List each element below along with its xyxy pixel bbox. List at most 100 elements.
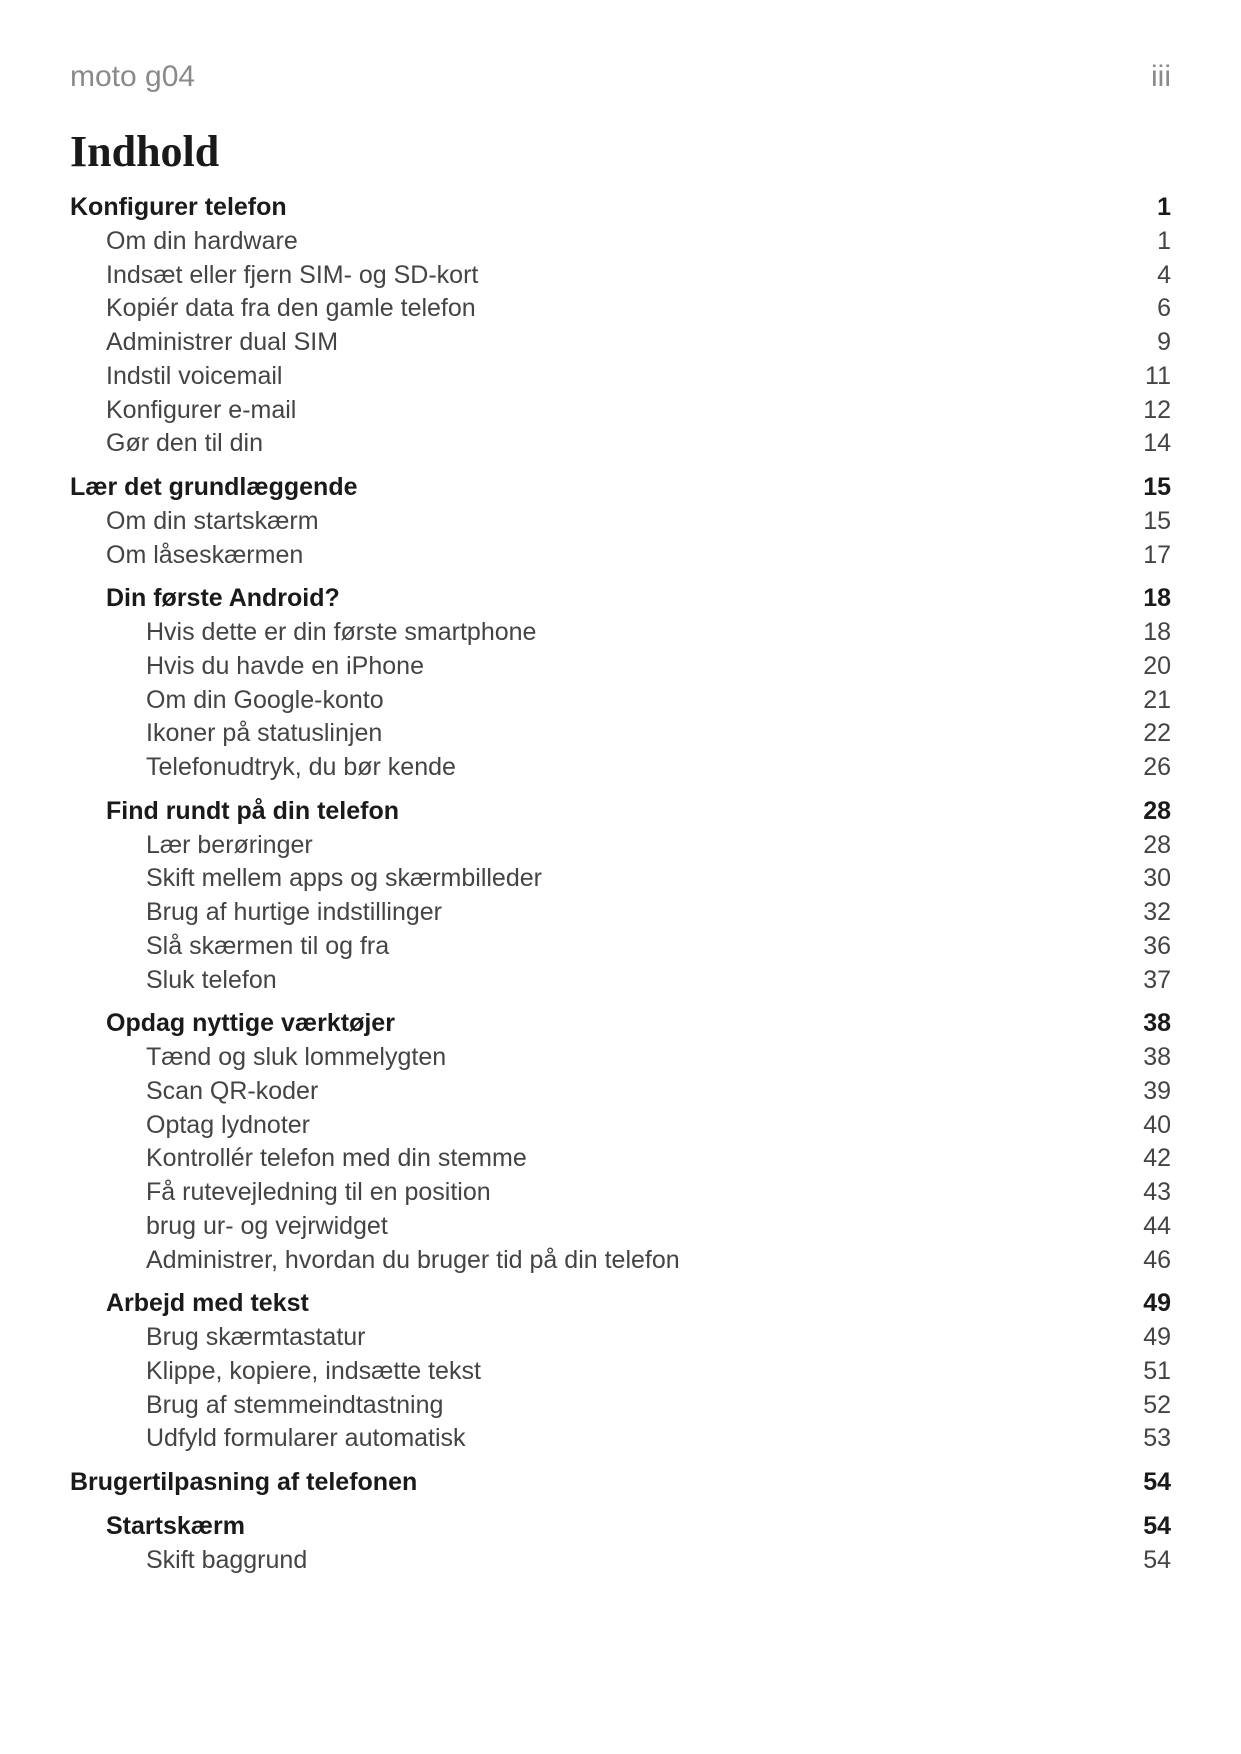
toc-entry[interactable]: Lær det grundlæggende15	[70, 471, 1171, 505]
toc-page: 44	[1123, 1210, 1171, 1244]
toc-page: 18	[1123, 582, 1171, 616]
toc-entry[interactable]: Brug af hurtige indstillinger32	[70, 896, 1171, 930]
toc-entry[interactable]: Brug af stemmeindtastning52	[70, 1389, 1171, 1423]
toc-label: Lær det grundlæggende	[70, 471, 1123, 505]
toc-page: 54	[1123, 1544, 1171, 1578]
toc-page: 15	[1123, 505, 1171, 539]
toc-page: 15	[1123, 471, 1171, 505]
toc-page: 1	[1137, 191, 1171, 225]
toc-label: Gør den til din	[106, 427, 1123, 461]
toc-label: Slå skærmen til og fra	[146, 930, 1123, 964]
toc-page: 52	[1123, 1389, 1171, 1423]
toc-page: 38	[1123, 1007, 1171, 1041]
toc-label: Opdag nyttige værktøjer	[106, 1007, 1123, 1041]
toc-page: 43	[1123, 1176, 1171, 1210]
toc-entry[interactable]: Administrer, hvordan du bruger tid på di…	[70, 1244, 1171, 1278]
toc-entry[interactable]: Slå skærmen til og fra36	[70, 930, 1171, 964]
toc-entry[interactable]: Konfigurer e-mail12	[70, 394, 1171, 428]
toc-label: Brug af hurtige indstillinger	[146, 896, 1123, 930]
toc-page: 18	[1123, 616, 1171, 650]
toc-entry[interactable]: brug ur- og vejrwidget44	[70, 1210, 1171, 1244]
toc-page: 11	[1125, 360, 1171, 394]
toc-label: Arbejd med tekst	[106, 1287, 1123, 1321]
toc-entry[interactable]: Tænd og sluk lommelygten38	[70, 1041, 1171, 1075]
toc-page: 21	[1123, 684, 1171, 718]
device-name: moto g04	[70, 60, 195, 94]
toc-label: brug ur- og vejrwidget	[146, 1210, 1123, 1244]
toc-label: Konfigurer telefon	[70, 191, 1137, 225]
toc-label: Indstil voicemail	[106, 360, 1125, 394]
toc-page: 49	[1123, 1287, 1171, 1321]
toc-page: 22	[1123, 717, 1171, 751]
toc-label: Udfyld formularer automatisk	[146, 1422, 1123, 1456]
page-header: moto g04 iii	[70, 60, 1171, 94]
toc-entry[interactable]: Brugertilpasning af telefonen54	[70, 1466, 1171, 1500]
toc-entry[interactable]: Hvis du havde en iPhone20	[70, 650, 1171, 684]
toc-entry[interactable]: Lær berøringer28	[70, 829, 1171, 863]
toc-entry[interactable]: Scan QR-koder39	[70, 1075, 1171, 1109]
page-numeral: iii	[1151, 60, 1171, 94]
toc-entry[interactable]: Kopiér data fra den gamle telefon6	[70, 292, 1171, 326]
page-title: Indhold	[70, 126, 1171, 177]
toc-entry[interactable]: Om din hardware1	[70, 225, 1171, 259]
toc-label: Telefonudtryk, du bør kende	[146, 751, 1123, 785]
toc-page: 17	[1123, 539, 1171, 573]
toc-page: 42	[1123, 1142, 1171, 1176]
toc-entry[interactable]: Indstil voicemail11	[70, 360, 1171, 394]
toc-label: Skift mellem apps og skærmbilleder	[146, 862, 1123, 896]
toc-entry[interactable]: Startskærm54	[70, 1510, 1171, 1544]
toc-page: 36	[1123, 930, 1171, 964]
toc-label: Få rutevejledning til en position	[146, 1176, 1123, 1210]
toc-label: Om din startskærm	[106, 505, 1123, 539]
toc-entry[interactable]: Hvis dette er din første smartphone18	[70, 616, 1171, 650]
toc-entry[interactable]: Optag lydnoter40	[70, 1109, 1171, 1143]
toc-entry[interactable]: Gør den til din14	[70, 427, 1171, 461]
toc-label: Find rundt på din telefon	[106, 795, 1123, 829]
toc-entry[interactable]: Om låseskærmen17	[70, 539, 1171, 573]
toc-entry[interactable]: Find rundt på din telefon28	[70, 795, 1171, 829]
toc-entry[interactable]: Brug skærmtastatur49	[70, 1321, 1171, 1355]
toc-entry[interactable]: Skift baggrund54	[70, 1544, 1171, 1578]
toc-entry[interactable]: Ikoner på statuslinjen22	[70, 717, 1171, 751]
toc-page: 26	[1123, 751, 1171, 785]
toc-entry[interactable]: Konfigurer telefon1	[70, 191, 1171, 225]
toc-label: Klippe, kopiere, indsætte tekst	[146, 1355, 1123, 1389]
toc-entry[interactable]: Administrer dual SIM9	[70, 326, 1171, 360]
toc-entry[interactable]: Din første Android?18	[70, 582, 1171, 616]
toc-label: Scan QR-koder	[146, 1075, 1123, 1109]
toc-entry[interactable]: Telefonudtryk, du bør kende26	[70, 751, 1171, 785]
toc-page: 37	[1123, 964, 1171, 998]
toc-label: Optag lydnoter	[146, 1109, 1123, 1143]
table-of-contents: Konfigurer telefon1Om din hardware1Indsæ…	[70, 191, 1171, 1577]
toc-page: 30	[1123, 862, 1171, 896]
toc-label: Brug skærmtastatur	[146, 1321, 1123, 1355]
toc-label: Brug af stemmeindtastning	[146, 1389, 1123, 1423]
toc-page: 54	[1123, 1510, 1171, 1544]
toc-page: 49	[1123, 1321, 1171, 1355]
toc-page: 14	[1123, 427, 1171, 461]
toc-entry[interactable]: Om din startskærm15	[70, 505, 1171, 539]
toc-page: 46	[1123, 1244, 1171, 1278]
toc-entry[interactable]: Om din Google-konto21	[70, 684, 1171, 718]
toc-entry[interactable]: Få rutevejledning til en position43	[70, 1176, 1171, 1210]
toc-page: 1	[1137, 225, 1171, 259]
toc-label: Konfigurer e-mail	[106, 394, 1123, 428]
toc-page: 6	[1137, 292, 1171, 326]
toc-label: Om din Google-konto	[146, 684, 1123, 718]
toc-page: 28	[1123, 795, 1171, 829]
toc-entry[interactable]: Opdag nyttige værktøjer38	[70, 1007, 1171, 1041]
toc-entry[interactable]: Sluk telefon37	[70, 964, 1171, 998]
toc-entry[interactable]: Skift mellem apps og skærmbilleder30	[70, 862, 1171, 896]
toc-label: Lær berøringer	[146, 829, 1123, 863]
toc-label: Ikoner på statuslinjen	[146, 717, 1123, 751]
toc-label: Hvis dette er din første smartphone	[146, 616, 1123, 650]
toc-label: Administrer, hvordan du bruger tid på di…	[146, 1244, 1123, 1278]
toc-entry[interactable]: Indsæt eller fjern SIM- og SD-kort4	[70, 259, 1171, 293]
toc-page: 4	[1137, 259, 1171, 293]
toc-entry[interactable]: Udfyld formularer automatisk53	[70, 1422, 1171, 1456]
toc-entry[interactable]: Arbejd med tekst49	[70, 1287, 1171, 1321]
toc-label: Hvis du havde en iPhone	[146, 650, 1123, 684]
toc-page: 9	[1137, 326, 1171, 360]
toc-entry[interactable]: Klippe, kopiere, indsætte tekst51	[70, 1355, 1171, 1389]
toc-entry[interactable]: Kontrollér telefon med din stemme42	[70, 1142, 1171, 1176]
